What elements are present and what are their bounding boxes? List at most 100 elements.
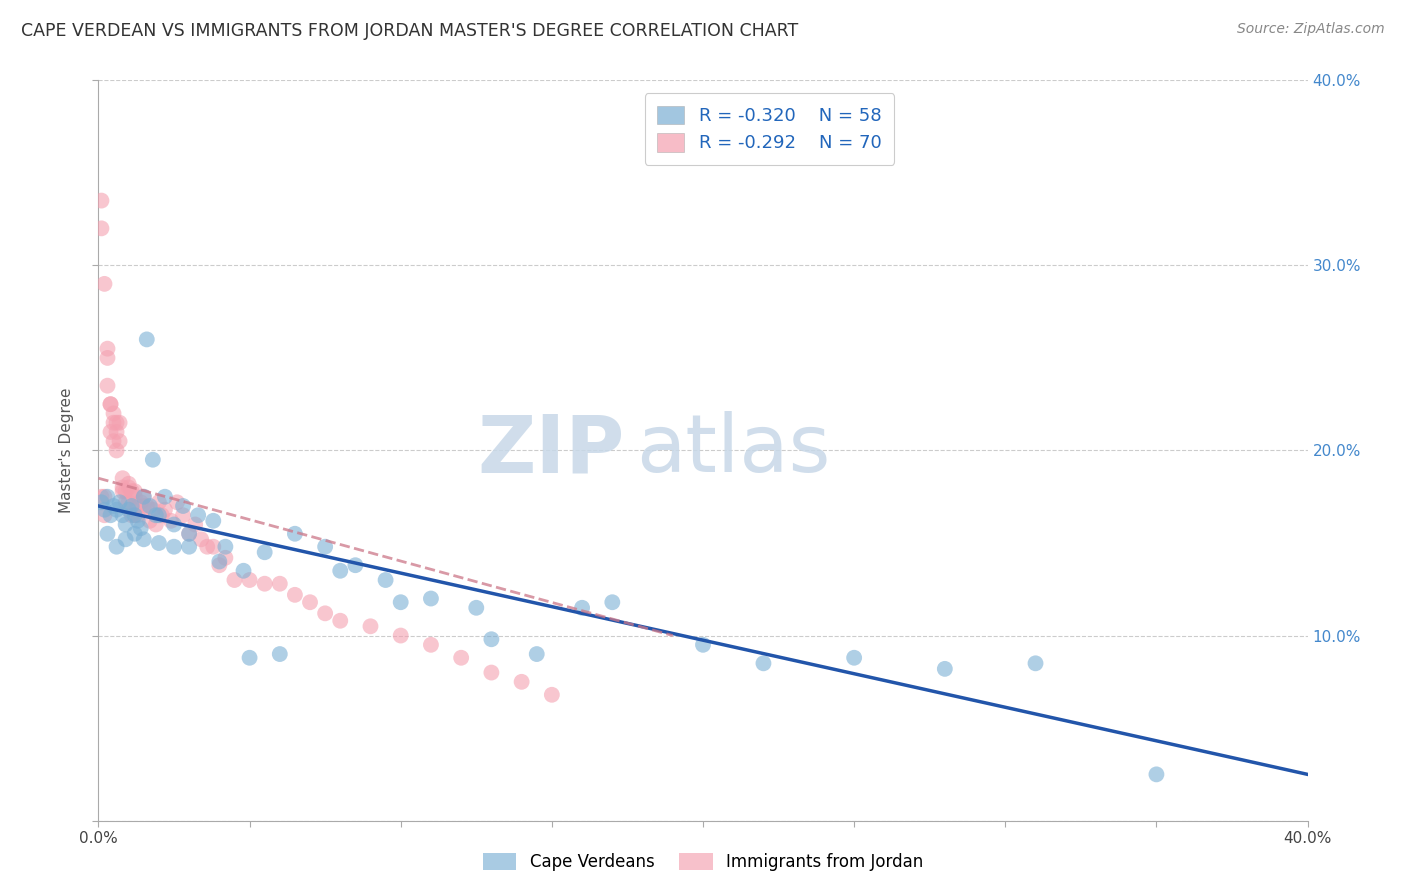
Point [132,490,155,504]
Point [179,526,201,541]
Point [284,588,307,602]
Point [121,484,143,499]
Point [111,481,134,495]
Point [526,647,548,661]
Point [844,650,866,665]
Text: atlas: atlas [637,411,831,490]
Point [93,508,115,523]
Point [314,540,336,554]
Point [253,576,276,591]
Point [190,533,212,547]
Point [129,521,152,535]
Point [121,499,143,513]
Point [96,342,118,356]
Point [145,517,167,532]
Point [269,576,291,591]
Point [93,502,115,516]
Point [139,499,162,513]
Point [105,540,128,554]
Point [124,484,146,499]
Point [420,591,443,606]
Point [124,526,146,541]
Point [692,638,714,652]
Point [420,638,443,652]
Point [121,508,143,523]
Point [284,526,307,541]
Point [105,443,128,458]
Point [111,471,134,485]
Point [389,628,412,642]
Point [129,495,152,509]
Point [135,332,157,346]
Point [195,540,218,554]
Point [127,508,149,523]
Point [344,558,367,573]
Point [224,573,246,587]
Point [108,495,131,509]
Point [160,514,183,528]
Point [100,397,122,411]
Legend: R = -0.320    N = 58, R = -0.292    N = 70: R = -0.320 N = 58, R = -0.292 N = 70 [645,93,894,165]
Point [187,508,209,523]
Text: Source: ZipAtlas.com: Source: ZipAtlas.com [1237,22,1385,37]
Point [752,657,775,671]
Point [103,499,125,513]
Point [118,476,141,491]
Point [93,490,115,504]
Point [214,540,236,554]
Point [103,407,125,421]
Point [108,434,131,449]
Point [132,490,155,504]
Point [360,619,382,633]
Point [145,508,167,523]
Text: CAPE VERDEAN VS IMMIGRANTS FROM JORDAN MASTER'S DEGREE CORRELATION CHART: CAPE VERDEAN VS IMMIGRANTS FROM JORDAN M… [21,22,799,40]
Point [299,595,322,609]
Point [127,514,149,528]
Point [142,452,165,467]
Point [124,508,146,523]
Y-axis label: Master's Degree: Master's Degree [59,388,75,513]
Point [184,517,207,532]
Point [314,607,336,621]
Point [202,514,225,528]
Point [114,484,136,499]
Point [132,499,155,513]
Point [90,221,112,235]
Point [148,495,170,509]
Point [114,495,136,509]
Point [269,647,291,661]
Point [1024,657,1046,671]
Point [208,554,231,569]
Point [118,502,141,516]
Point [108,416,131,430]
Point [96,526,118,541]
Point [571,600,593,615]
Point [329,564,352,578]
Point [90,194,112,208]
Point [602,595,624,609]
Point [450,650,472,665]
Point [166,495,188,509]
Point [139,514,162,528]
Legend: Cape Verdeans, Immigrants from Jordan: Cape Verdeans, Immigrants from Jordan [474,845,932,880]
Point [148,508,170,523]
Point [374,573,396,587]
Point [163,517,186,532]
Point [172,508,194,523]
Point [96,351,118,365]
Point [1144,767,1167,781]
Point [465,600,488,615]
Point [239,573,262,587]
Point [132,533,155,547]
Point [105,416,128,430]
Point [100,425,122,439]
Point [481,632,503,647]
Point [105,425,128,439]
Point [103,416,125,430]
Point [202,540,225,554]
Point [179,540,201,554]
Point [100,508,122,523]
Point [114,517,136,532]
Point [100,397,122,411]
Point [103,434,125,449]
